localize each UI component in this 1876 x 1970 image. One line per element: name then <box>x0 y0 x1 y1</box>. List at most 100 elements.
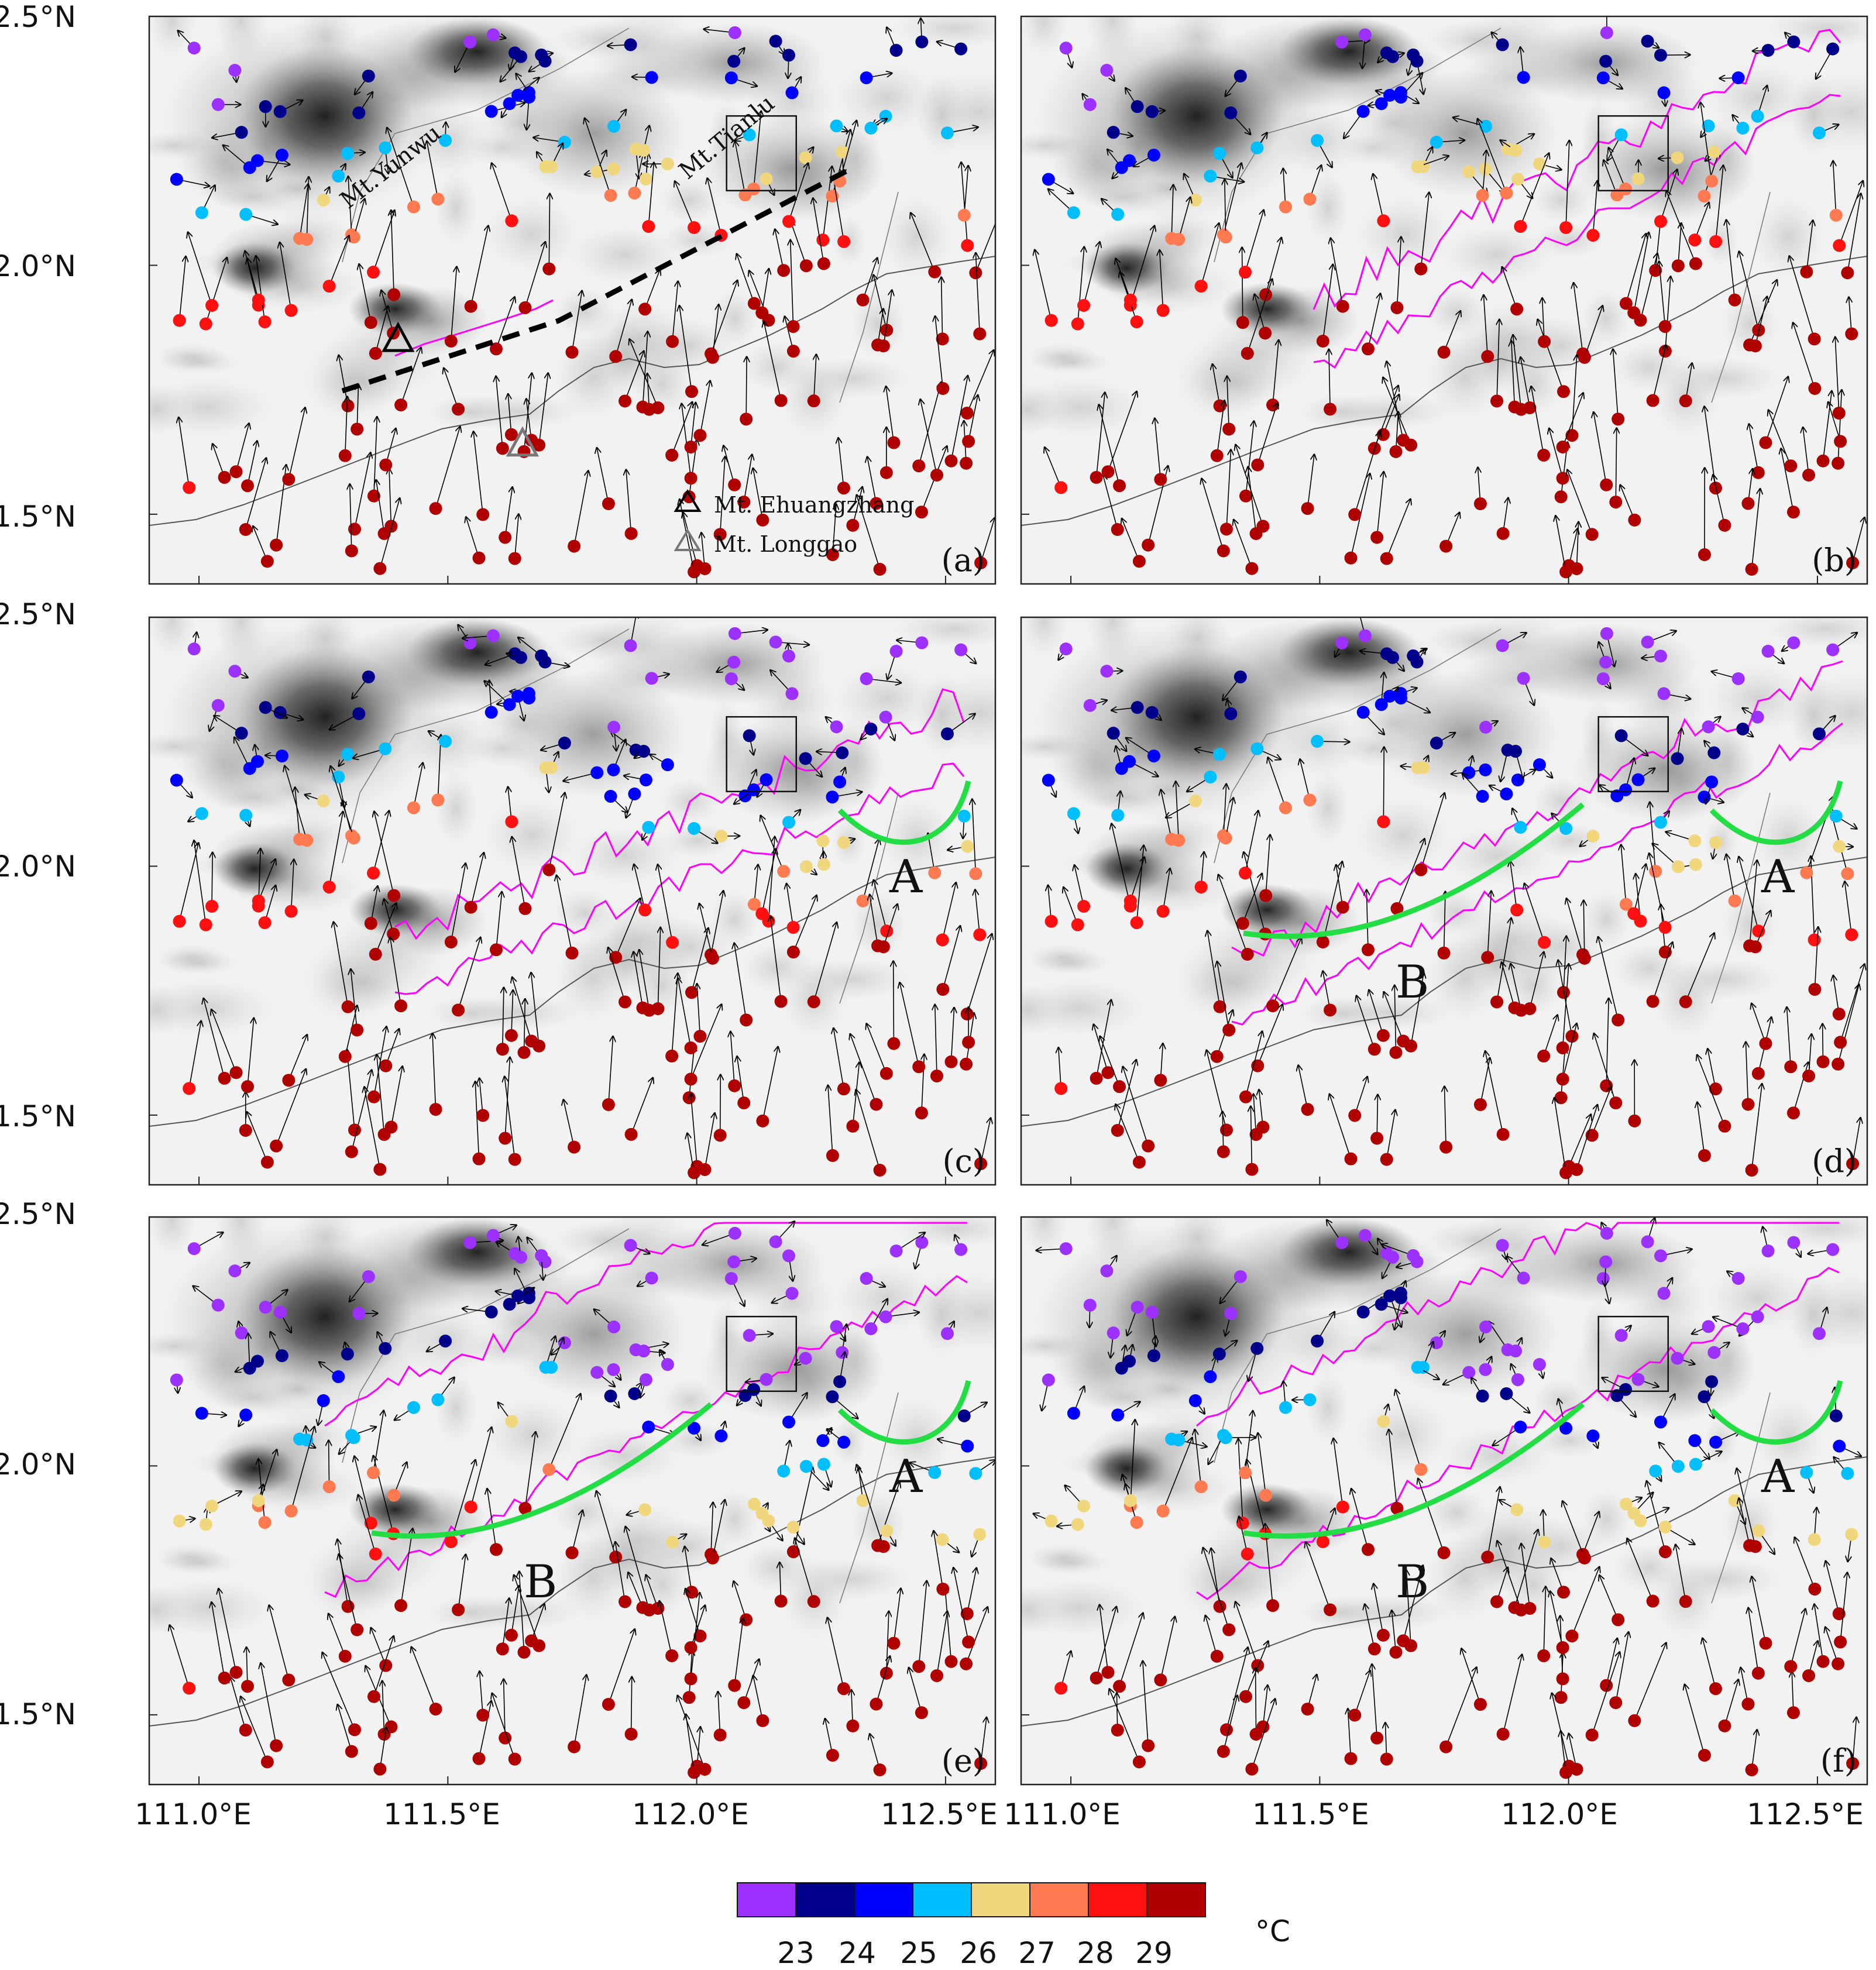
station-dot <box>1130 315 1143 329</box>
station-dot <box>1586 229 1600 242</box>
station-dot <box>1845 327 1858 341</box>
wind-vector <box>942 882 956 940</box>
station-dot <box>517 1046 531 1059</box>
station-dot <box>1646 995 1659 1008</box>
station-dot <box>1671 151 1684 164</box>
station-dot <box>1145 706 1159 719</box>
station-dot <box>645 1271 658 1285</box>
wind-vector <box>1809 1034 1812 1077</box>
station-dot <box>1394 91 1408 104</box>
station-dot <box>514 1250 527 1264</box>
station-dot <box>928 1466 942 1479</box>
map-panel: AB(d) <box>1020 616 1868 1186</box>
station-dot <box>1556 472 1569 485</box>
map-panel: (b) <box>1020 15 1868 585</box>
wind-vector <box>435 427 461 509</box>
station-dot <box>300 233 314 246</box>
station-dot <box>1375 698 1388 711</box>
terrain-shade <box>891 617 995 649</box>
station-dot <box>173 914 186 928</box>
terrain-shade <box>433 1370 479 1446</box>
wind-vector <box>260 1663 277 1746</box>
lon-label: 111.5°E <box>1252 1797 1369 1831</box>
wind-vector <box>920 399 937 476</box>
station-dot <box>496 442 509 455</box>
wind-vector <box>1094 1024 1109 1073</box>
station-dot <box>846 1119 860 1133</box>
station-dot <box>1533 758 1546 772</box>
station-dot <box>284 304 298 317</box>
station-dot <box>760 172 773 185</box>
wind-vector <box>634 153 643 194</box>
station-dot <box>1657 1287 1671 1300</box>
station-dot <box>1745 563 1758 576</box>
station-dot <box>1212 748 1226 761</box>
wind-vector <box>205 257 227 324</box>
station-dot <box>1386 1250 1399 1264</box>
station-dot <box>205 299 219 312</box>
wind-vector <box>935 1005 937 1077</box>
wind-vector <box>883 290 892 346</box>
wind-vector <box>1129 226 1155 305</box>
station-dot <box>341 1347 354 1361</box>
station-dot <box>322 280 336 293</box>
station-dot <box>961 1439 974 1453</box>
station-dot <box>961 239 974 252</box>
terrain-shade <box>1109 1246 1284 1387</box>
station-dot <box>1808 332 1821 346</box>
station-dot <box>1829 809 1843 823</box>
station-dot <box>785 1287 799 1300</box>
station-dot <box>706 350 719 364</box>
station-dot <box>1533 157 1546 171</box>
station-dot <box>170 773 183 787</box>
station-dot <box>740 412 753 426</box>
station-dot <box>1044 1514 1058 1528</box>
station-dot <box>837 1682 850 1696</box>
station-dot <box>685 1586 698 1599</box>
station-dot <box>505 214 518 228</box>
wind-vector <box>1265 834 1270 896</box>
station-dot <box>187 42 201 55</box>
station-dot <box>1816 1655 1830 1668</box>
station-dot <box>1709 836 1723 849</box>
station-dot <box>688 1422 701 1435</box>
station-dot <box>1311 735 1324 748</box>
station-dot <box>317 193 330 207</box>
wind-vector <box>1633 864 1646 914</box>
wind-vector <box>886 386 895 443</box>
station-dot <box>341 399 355 412</box>
station-dot <box>1100 64 1114 77</box>
station-dot <box>362 1270 375 1283</box>
wind-vector <box>1130 857 1145 901</box>
gust-front-a <box>1709 780 1843 845</box>
wind-vector <box>975 889 981 935</box>
station-dot <box>1654 1249 1667 1263</box>
station-dot <box>624 639 637 652</box>
station-dot <box>590 165 604 178</box>
station-dot <box>1239 1690 1252 1703</box>
wind-vector <box>444 368 459 410</box>
county-border <box>839 191 899 403</box>
station-dot <box>870 497 883 510</box>
station-dot <box>1386 50 1399 63</box>
wind-vector <box>1781 448 1794 513</box>
station-dot <box>837 836 851 849</box>
station-dot <box>737 496 751 509</box>
wind-vector <box>194 840 207 925</box>
station-dot <box>351 1023 364 1037</box>
station-dot <box>1802 1669 1816 1682</box>
station-dot <box>1222 1623 1236 1636</box>
wind-vector <box>478 1701 492 1759</box>
station-dot <box>1585 528 1599 541</box>
station-dot <box>1646 394 1659 407</box>
station-dot <box>523 692 536 705</box>
wind-vector <box>1576 1105 1597 1170</box>
station-dot <box>1219 1123 1233 1137</box>
station-dot <box>1059 42 1073 55</box>
station-dot <box>661 1358 674 1371</box>
wind-vector <box>377 1054 385 1135</box>
terrain-shade <box>433 770 479 847</box>
station-dot <box>1479 119 1493 133</box>
station-dot <box>260 555 274 568</box>
